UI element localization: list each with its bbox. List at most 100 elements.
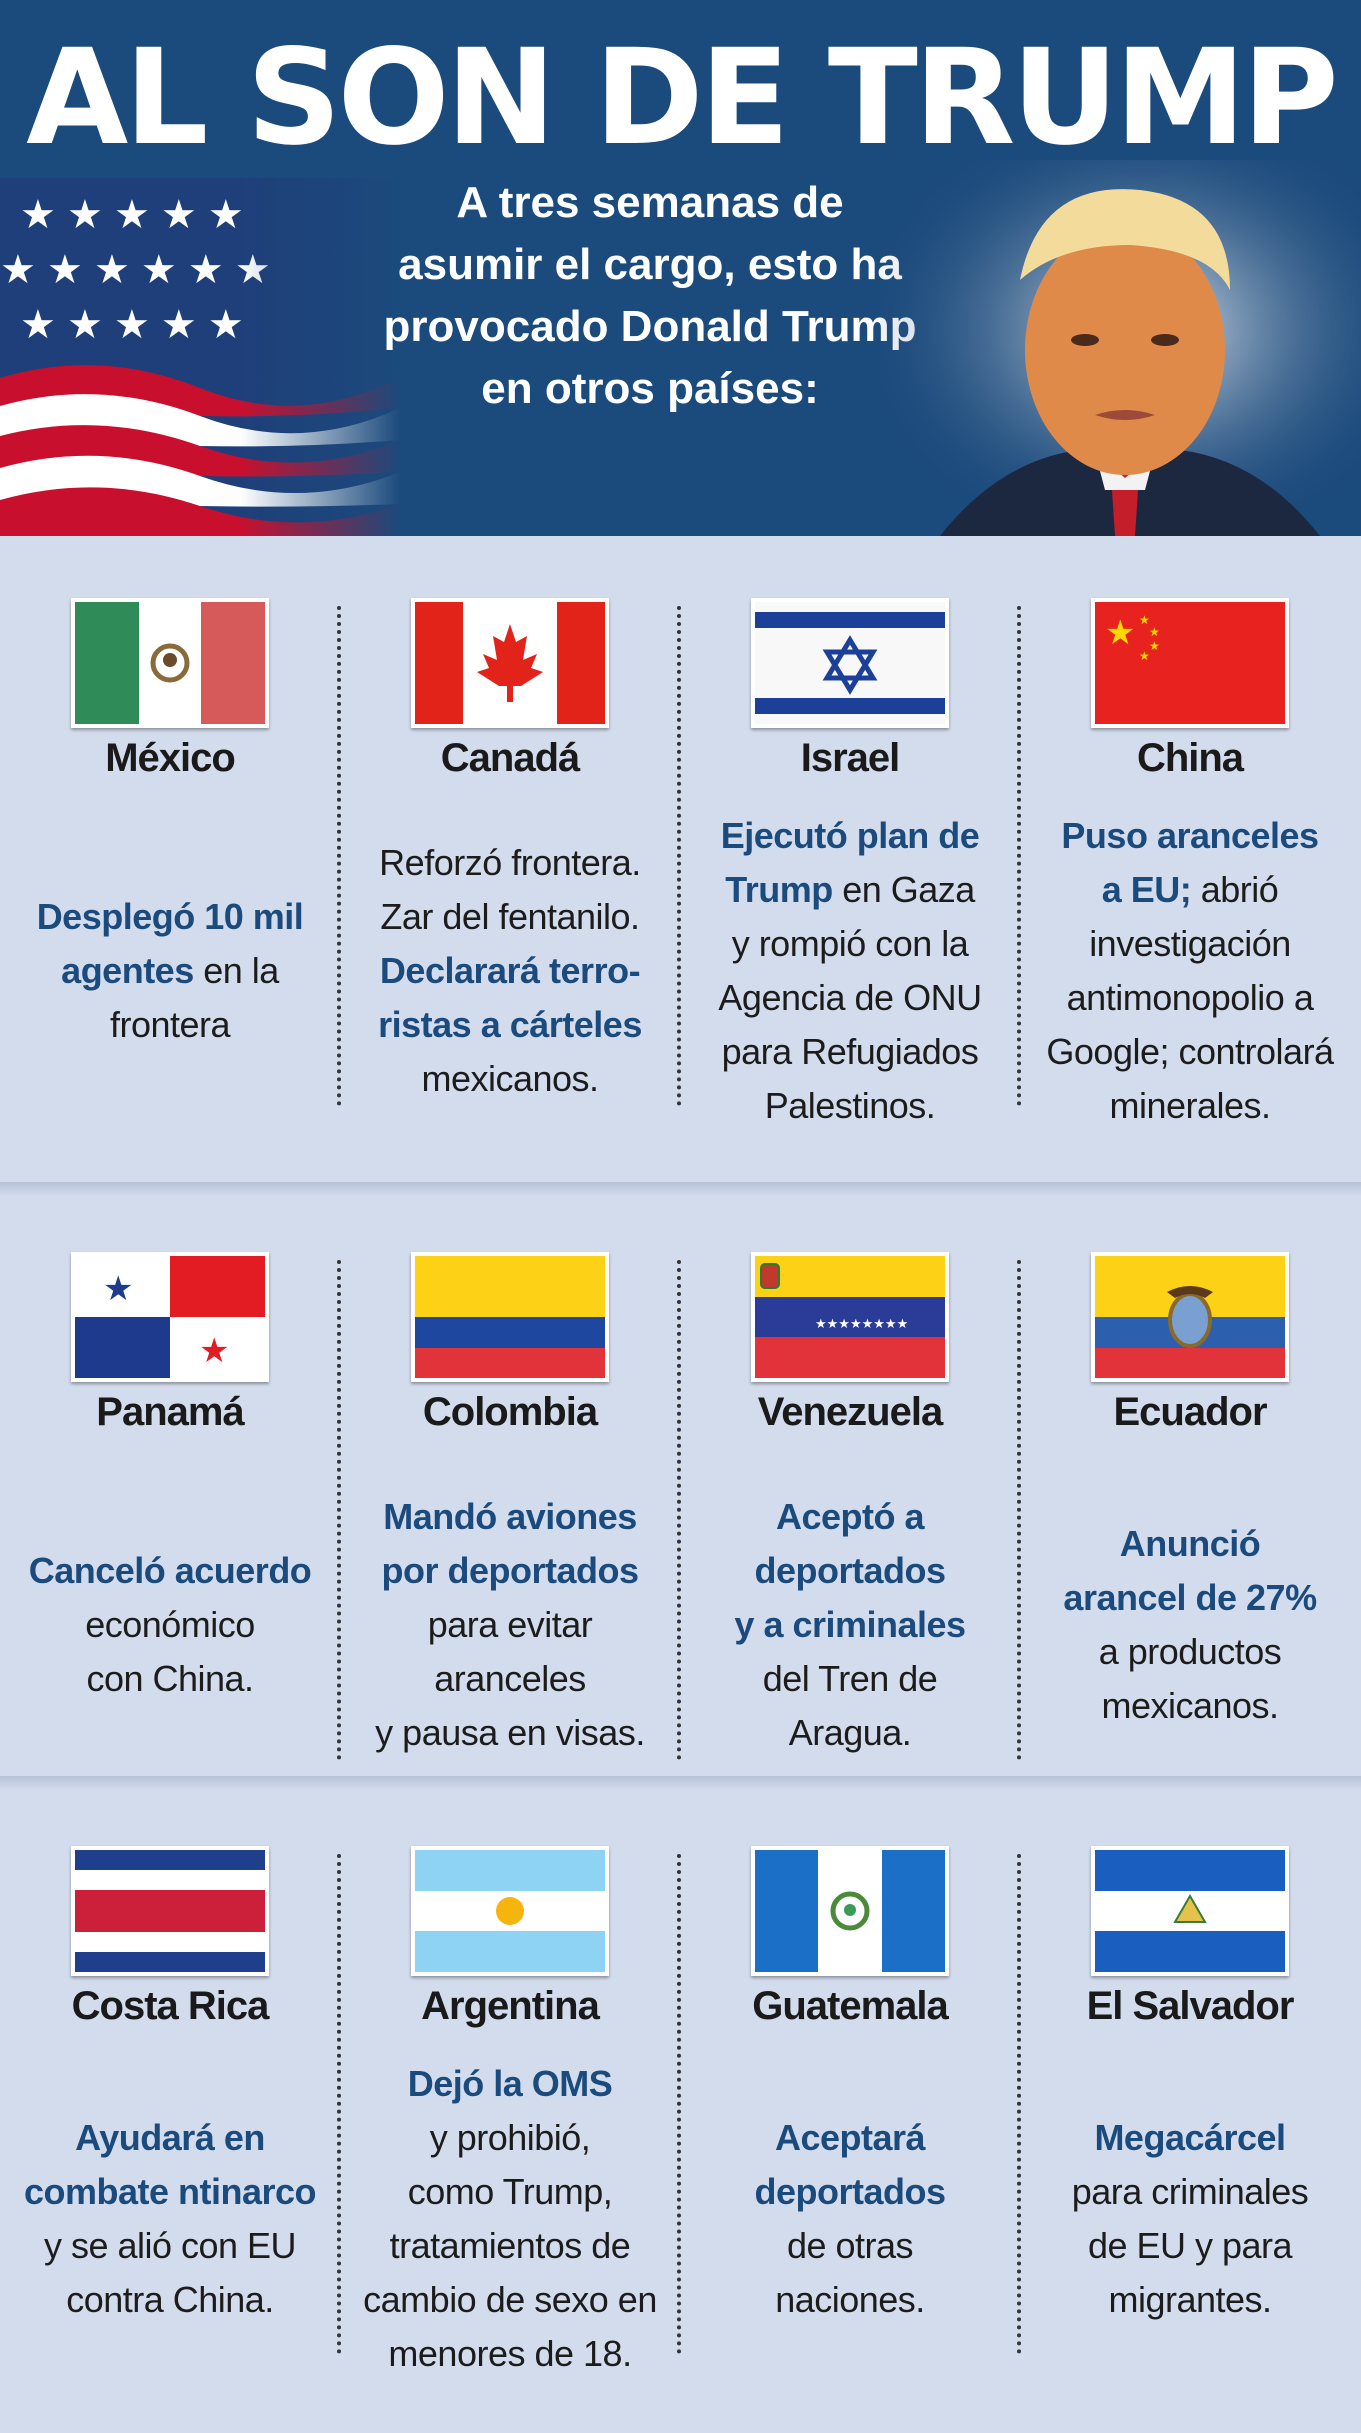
description-line: para criminales xyxy=(1072,2165,1309,2219)
description-line: Megacárcel xyxy=(1072,2111,1309,2165)
plain-text: de EU y para xyxy=(1087,2225,1293,2266)
svg-text:★: ★ xyxy=(1149,639,1160,653)
description-line: Palestinos. xyxy=(718,1079,981,1133)
colombia-flag-icon xyxy=(411,1252,609,1382)
subtitle-line: asumir el cargo, esto ha xyxy=(398,240,902,289)
plain-text: cambio de sexo en xyxy=(363,2279,657,2320)
description-text: Ayudará en combate ntinarco y se alió con … xyxy=(24,2111,317,2327)
highlight-text: Megacárcel xyxy=(1094,2117,1286,2158)
plain-text: Zar del fentanilo. xyxy=(380,896,640,937)
plain-text: para Refugiados xyxy=(721,1031,979,1072)
description-line: tratamientos de xyxy=(363,2219,657,2273)
description-line: y pausa en visas. xyxy=(375,1706,645,1760)
highlight-text: y a criminales xyxy=(734,1604,966,1645)
subtitle-line: provocado Donald Trump xyxy=(383,302,917,351)
description-text: Dejó la OMS y prohibió, como Trump, tratami… xyxy=(363,2057,657,2381)
plain-text: con China. xyxy=(86,1658,254,1699)
country-card-ecuador: Ecuador Anunció arancel de 27% a productos… xyxy=(1020,1190,1360,1820)
description-line: por deportados xyxy=(375,1544,645,1598)
country-name: Costa Rica xyxy=(71,1984,270,2028)
column-divider xyxy=(337,606,341,1106)
plain-text: y pausa en visas. xyxy=(375,1712,645,1753)
plain-text: Agencia de ONU xyxy=(718,977,982,1018)
country-name: China xyxy=(1136,736,1244,780)
country-description: Puso aranceles a EU; abrió investigación an… xyxy=(1025,806,1355,1136)
description-line: y prohibió, xyxy=(363,2111,657,2165)
mexico-flag-icon xyxy=(71,598,269,728)
description-line: deportados xyxy=(754,2165,946,2219)
country-description: Ejecutó plan de Trump en Gaza y rompió con… xyxy=(685,806,1015,1136)
highlight-text: Declarará terro- xyxy=(379,950,641,991)
country-name: México xyxy=(105,736,236,780)
highlight-text: ristas a cárteles xyxy=(378,1004,642,1045)
plain-text: mexicanos. xyxy=(1101,1685,1279,1726)
description-line: menores de 18. xyxy=(363,2327,657,2381)
description-line: a productos xyxy=(1063,1625,1316,1679)
description-line: migrantes. xyxy=(1072,2273,1309,2327)
subtitle-line: en otros países: xyxy=(481,364,819,413)
highlight-text: Anunció xyxy=(1119,1523,1261,1564)
description-line: Agencia de ONU xyxy=(718,971,982,1025)
plain-text: a productos xyxy=(1098,1631,1282,1672)
description-line: para Refugiados xyxy=(718,1025,981,1079)
description-line: y a criminales xyxy=(734,1598,966,1652)
column-divider xyxy=(1017,1260,1021,1760)
description-line: Aceptó a xyxy=(734,1490,965,1544)
description-line: Trump en Gaza xyxy=(718,863,981,917)
description-text: Ejecutó plan de Trump en Gaza y rompió con… xyxy=(718,809,982,1133)
column-divider xyxy=(677,606,681,1106)
description-line: Zar del fentanilo. xyxy=(378,890,642,944)
plain-text: del Tren de xyxy=(762,1658,938,1699)
description-line: Ayudará en xyxy=(24,2111,316,2165)
highlight-text: Aceptará xyxy=(774,2117,926,2158)
country-card-china: ★ ★ ★ ★ ★ China Puso aranceles a EU; abrió inv… xyxy=(1020,536,1360,1166)
plain-text: naciones. xyxy=(775,2279,925,2320)
country-description: Anunció arancel de 27% a productos mexicano… xyxy=(1025,1460,1355,1790)
plain-text: minerales. xyxy=(1109,1085,1271,1126)
description-line: mexicanos. xyxy=(378,1052,642,1106)
svg-text:★: ★ xyxy=(1139,649,1150,663)
china-flag-icon: ★ ★ ★ ★ ★ xyxy=(1091,598,1289,728)
subtitle-line: A tres semanas de xyxy=(456,178,844,227)
description-line: agentes en la xyxy=(37,944,304,998)
country-card-panama: ★ ★ Panamá Canceló acuerdo económico con Ch… xyxy=(0,1190,340,1820)
page-subtitle: A tres semanas de asumir el cargo, esto … xyxy=(360,172,940,420)
description-line: Mandó aviones xyxy=(375,1490,645,1544)
description-line: del Tren de xyxy=(734,1652,965,1706)
country-name: Canadá xyxy=(440,736,581,780)
column-divider xyxy=(1017,1854,1021,2354)
plain-text: aranceles xyxy=(434,1658,586,1699)
highlight-text: Puso aranceles xyxy=(1061,815,1319,856)
description-line: y rompió con la xyxy=(718,917,981,971)
highlight-text: agentes xyxy=(61,950,194,991)
column-divider xyxy=(1017,606,1021,1106)
plain-text: Reforzó frontera. xyxy=(379,842,641,883)
description-line: con China. xyxy=(29,1652,312,1706)
highlight-text: Desplegó 10 mil xyxy=(36,896,304,937)
israel-flag-icon xyxy=(751,598,949,728)
description-line: económico xyxy=(29,1598,312,1652)
highlight-text: deportados xyxy=(754,1550,946,1591)
column-divider xyxy=(337,1260,341,1760)
description-line: y se alió con EU xyxy=(24,2219,316,2273)
description-line: contra China. xyxy=(24,2273,316,2327)
plain-text: Aragua. xyxy=(788,1712,912,1753)
plain-text: investigación xyxy=(1089,923,1291,964)
highlight-text: Mandó aviones xyxy=(383,1496,637,1537)
description-line: Anunció xyxy=(1063,1517,1316,1571)
panama-flag-icon: ★ ★ xyxy=(71,1252,269,1382)
country-card-argentina: Argentina Dejó la OMS y prohibió, como Tru… xyxy=(340,1784,680,2414)
description-text: Puso aranceles a EU; abrió investigación an… xyxy=(1046,809,1334,1133)
country-name: Colombia xyxy=(422,1390,598,1434)
description-line: antimonopolio a xyxy=(1046,971,1333,1025)
plain-text: frontera xyxy=(109,1004,231,1045)
description-line: Canceló acuerdo xyxy=(29,1544,312,1598)
description-line: frontera xyxy=(37,998,304,1052)
el-salvador-flag-icon xyxy=(1091,1846,1289,1976)
country-description: Aceptará deportados de otras naciones. xyxy=(685,2054,1015,2384)
header-banner: ★ ★ ★ ★ ★ ★ ★ ★ ★ ★ ★ ★ ★ ★ ★ ★ AL SON D… xyxy=(0,0,1361,536)
description-line: cambio de sexo en xyxy=(363,2273,657,2327)
description-line: Declarará terro- xyxy=(378,944,642,998)
description-line: Google; controlará xyxy=(1046,1025,1334,1079)
country-description: Megacárcel para criminales de EU y para mig… xyxy=(1025,2054,1355,2384)
